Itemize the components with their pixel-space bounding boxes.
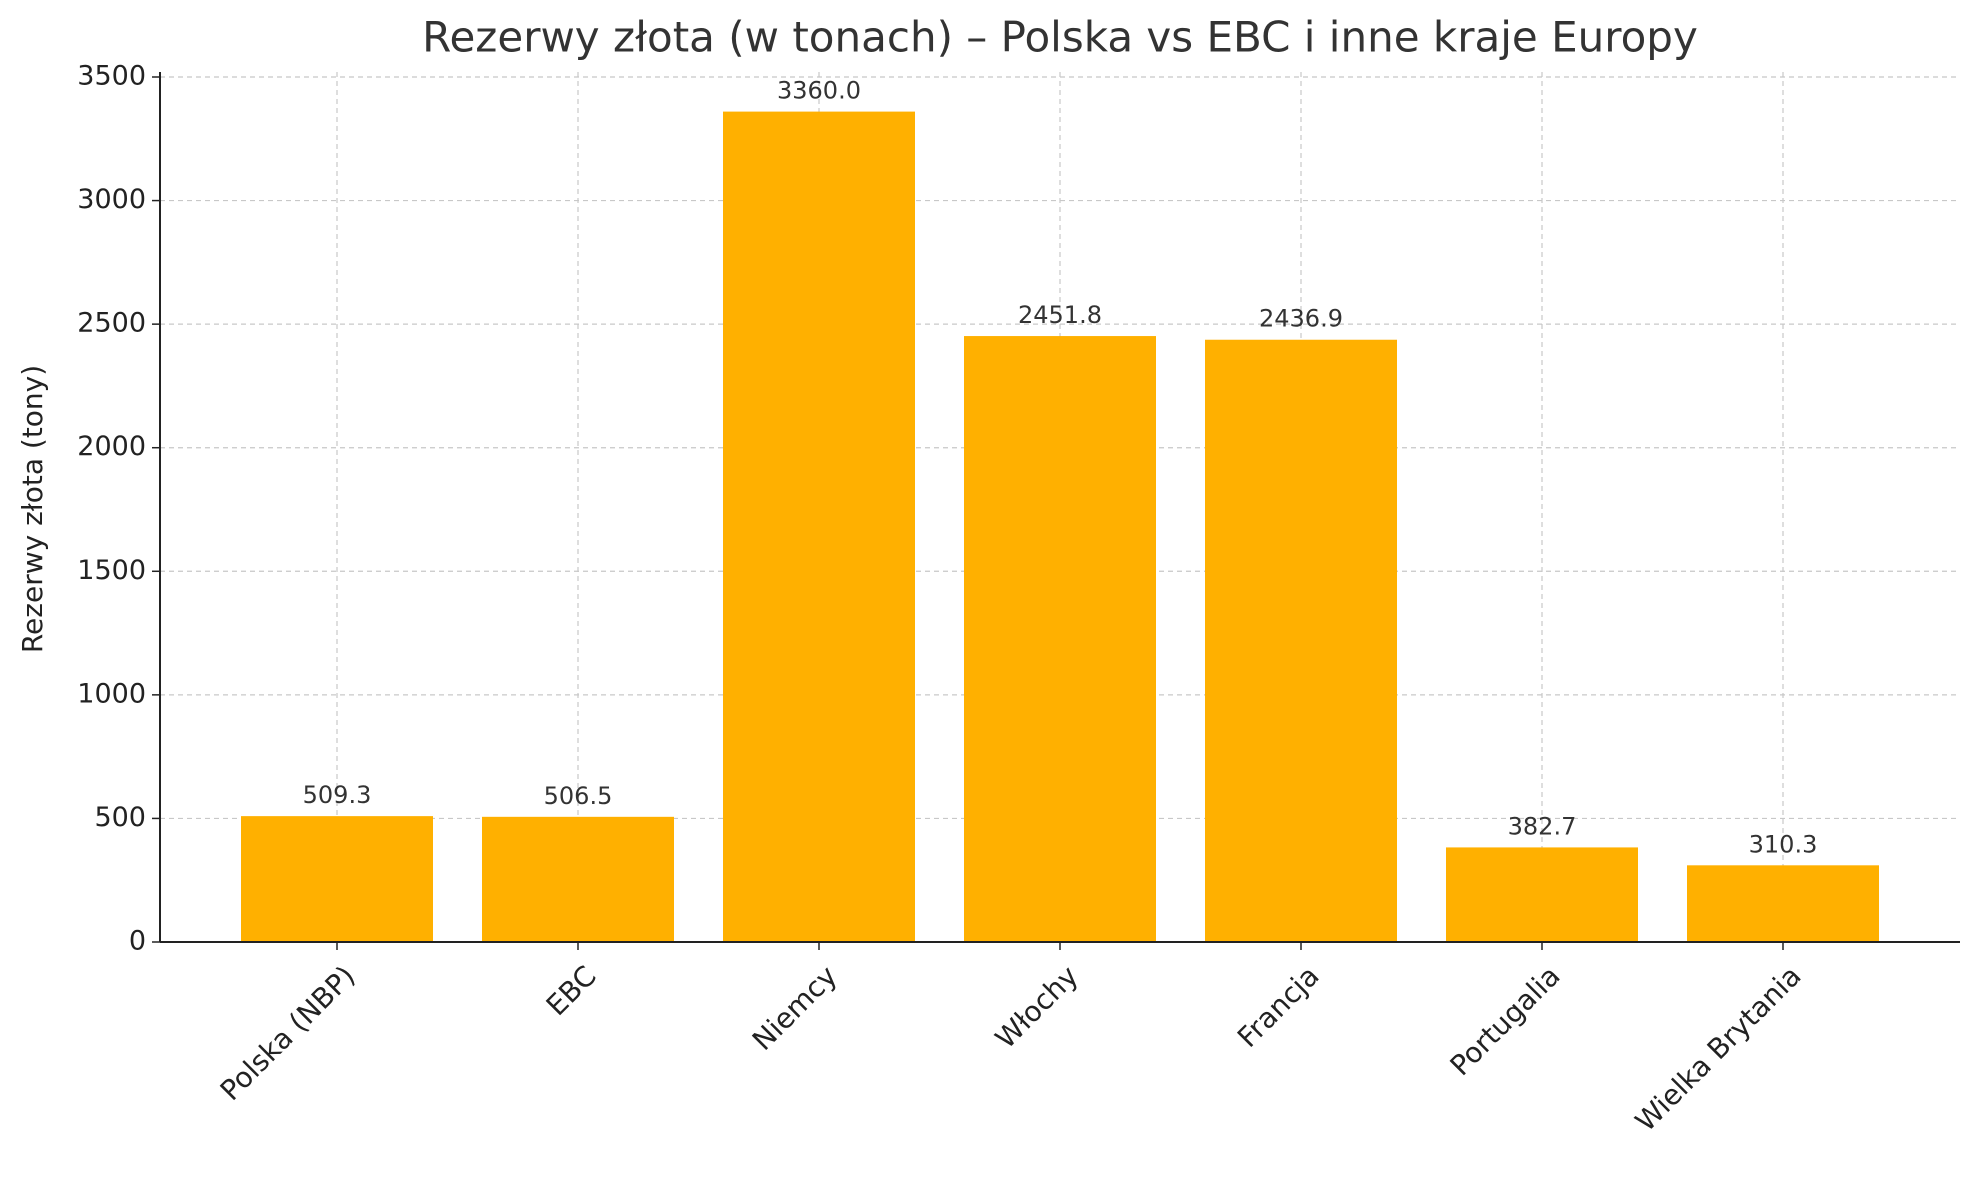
y-tick-label: 500	[94, 802, 146, 833]
value-label: 2436.9	[1259, 305, 1343, 333]
x-tick-label: Niemcy	[746, 959, 844, 1057]
y-tick-label: 1000	[77, 678, 146, 709]
value-label: 382.7	[1508, 812, 1577, 840]
value-label: 2451.8	[1018, 301, 1102, 329]
bar	[482, 816, 674, 942]
bar	[1446, 847, 1638, 942]
y-tick-label: 2500	[77, 308, 146, 339]
x-tick-label: Portugalia	[1444, 959, 1567, 1082]
y-tick-label: 3500	[77, 61, 146, 92]
y-tick-label: 3000	[77, 184, 146, 215]
bar	[1205, 339, 1397, 943]
y-tick-label: 0	[129, 926, 146, 957]
chart-title: Rezerwy złota (w tonach) – Polska vs EBC…	[422, 13, 1698, 62]
y-axis-label: Rezerwy złota (tony)	[16, 365, 49, 653]
x-tick-label: Wielka Brytania	[1629, 959, 1808, 1138]
value-label: 310.3	[1749, 830, 1818, 858]
value-label: 509.3	[303, 781, 372, 809]
x-tick-label: Włochy	[989, 959, 1085, 1055]
x-tick-label: Francja	[1231, 959, 1326, 1054]
x-tick-label: Polska (NBP)	[214, 959, 362, 1107]
bar	[723, 111, 915, 943]
bar	[241, 816, 433, 942]
x-tick-label: EBC	[540, 959, 603, 1022]
y-tick-label: 2000	[77, 431, 146, 462]
value-label: 3360.0	[777, 77, 861, 105]
bar	[964, 336, 1156, 942]
bar	[1687, 865, 1879, 942]
y-tick-label: 1500	[77, 555, 146, 586]
value-label: 506.5	[544, 782, 613, 810]
